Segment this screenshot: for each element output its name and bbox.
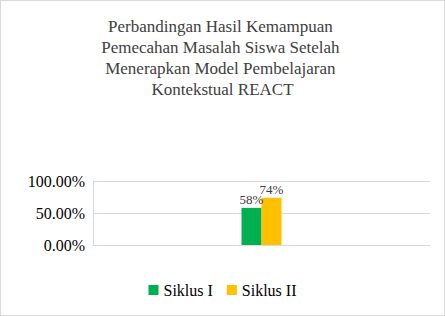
svg-text:100.00%: 100.00% [28, 173, 85, 190]
svg-text:0.00%: 0.00% [44, 237, 85, 254]
svg-text:58%: 58% [239, 191, 264, 207]
svg-text:Kontekstual REACT: Kontekstual REACT [151, 80, 294, 99]
svg-text:Pemecahan Masalah Siswa Setela: Pemecahan Masalah Siswa Setelah [101, 38, 344, 57]
svg-text:Siklus I: Siklus I [163, 282, 212, 299]
svg-text:50.00%: 50.00% [36, 205, 85, 222]
svg-text:Menerapkan Model Pembelajaran: Menerapkan Model Pembelajaran [105, 59, 340, 78]
svg-text:74%: 74% [260, 182, 284, 197]
svg-text:Siklus II: Siklus II [242, 282, 297, 299]
svg-text:Perbandingan Hasil Kemampuan: Perbandingan Hasil Kemampuan [108, 17, 337, 36]
